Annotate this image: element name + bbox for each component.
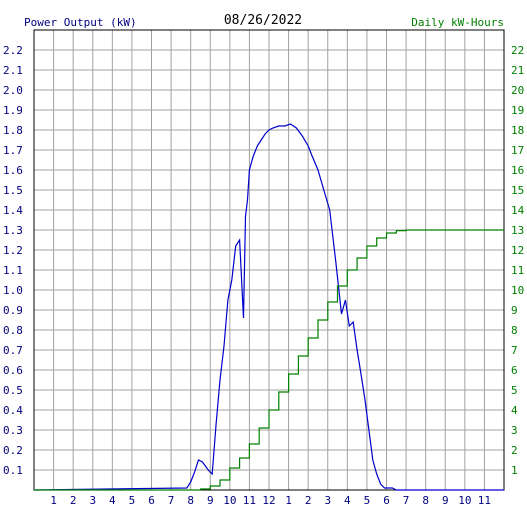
- x-tick-label: 3: [89, 494, 96, 507]
- x-tick-label: 12: [262, 494, 275, 507]
- y-right-tick-label: 18: [511, 124, 524, 137]
- y-right-tick-label: 21: [511, 64, 524, 77]
- y-right-tick-label: 19: [511, 104, 524, 117]
- y-left-tick-label: 0.9: [3, 304, 23, 317]
- series-layer: [33, 123, 504, 491]
- x-tick-label: 8: [422, 494, 429, 507]
- x-tick-label: 4: [344, 494, 351, 507]
- y-right-tick-label: 15: [511, 184, 524, 197]
- x-tick-label: 10: [458, 494, 471, 507]
- y-right-tick-label: 6: [511, 364, 518, 377]
- y-right-tick-label: 3: [511, 424, 518, 437]
- x-tick-label: 9: [442, 494, 449, 507]
- y-right-tick-label: 5: [511, 384, 518, 397]
- x-tick-label: 8: [187, 494, 194, 507]
- y-right-tick-label: 13: [511, 224, 524, 237]
- y-left-tick-label: 2.1: [3, 64, 23, 77]
- y-left-tick-label: 1.0: [3, 284, 23, 297]
- y-right-tick-label: 1: [511, 464, 518, 477]
- y-left-tick-label: 1.6: [3, 164, 23, 177]
- y-left-tick-label: 0.6: [3, 364, 23, 377]
- y-left-tick-label: 1.2: [3, 244, 23, 257]
- y-right-tick-label: 9: [511, 304, 518, 317]
- x-tick-label: 1: [285, 494, 292, 507]
- y-left-tick-label: 2.0: [3, 84, 23, 97]
- y-right-axis-label: Daily kW-Hours: [411, 16, 504, 29]
- y-left-tick-label: 0.5: [3, 384, 23, 397]
- x-tick-label: 3: [324, 494, 331, 507]
- y-right-tick-label: 4: [511, 404, 518, 417]
- x-tick-label: 11: [243, 494, 256, 507]
- energy-series-line: [34, 229, 504, 491]
- x-tick-label: 2: [70, 494, 77, 507]
- y-right-tick-label: 14: [511, 204, 525, 217]
- x-tick-label: 5: [364, 494, 371, 507]
- x-tick-label: 4: [109, 494, 116, 507]
- y-left-tick-label: 1.1: [3, 264, 23, 277]
- grid: [34, 30, 504, 490]
- power-series-line: [33, 123, 504, 491]
- y-right-tick-label: 8: [511, 324, 518, 337]
- y-left-tick-label: 2.2: [3, 44, 23, 57]
- y-left-tick-label: 0.1: [3, 464, 23, 477]
- chart-title: 08/26/2022: [224, 13, 302, 28]
- y-left-tick-label: 0.7: [3, 344, 23, 357]
- y-right-tick-label: 20: [511, 84, 524, 97]
- x-tick-label: 5: [129, 494, 136, 507]
- y-left-tick-label: 1.5: [3, 184, 23, 197]
- x-tick-label: 7: [403, 494, 410, 507]
- x-tick-label: 10: [223, 494, 236, 507]
- x-tick-label: 9: [207, 494, 214, 507]
- y-right-tick-label: 12: [511, 244, 524, 257]
- x-tick-label: 1: [50, 494, 57, 507]
- y-left-tick-label: 0.8: [3, 324, 23, 337]
- y-left-tick-label: 1.8: [3, 124, 23, 137]
- y-left-tick-label: 1.4: [3, 204, 23, 217]
- plot-frame: [33, 29, 505, 491]
- x-tick-label: 2: [305, 494, 312, 507]
- y-left-tick-label: 0.3: [3, 424, 23, 437]
- y-right-tick-label: 2: [511, 444, 518, 457]
- y-right-tick-label: 22: [511, 44, 524, 57]
- x-tick-label: 11: [478, 494, 491, 507]
- x-tick-label: 6: [148, 494, 155, 507]
- y-left-tick-label: 0.2: [3, 444, 23, 457]
- y-right-tick-label: 11: [511, 264, 524, 277]
- x-tick-label: 6: [383, 494, 390, 507]
- y-left-tick-label: 1.3: [3, 224, 23, 237]
- y-right-tick-label: 16: [511, 164, 524, 177]
- y-right-tick-label: 10: [511, 284, 524, 297]
- y-right-tick-label: 7: [511, 344, 518, 357]
- x-tick-label: 7: [168, 494, 175, 507]
- y-right-tick-label: 17: [511, 144, 524, 157]
- y-left-axis-label: Power Output (kW): [24, 16, 137, 29]
- y-left-tick-label: 0.4: [3, 404, 23, 417]
- tick-labels: 1 2 3 4 5 6 7 8 9 10 11 12 1 2 3 4 5 6 7 8 9 10 110.10.20.30.4…: [3, 44, 525, 507]
- y-left-tick-label: 1.9: [3, 104, 23, 117]
- y-left-tick-label: 1.7: [3, 144, 23, 157]
